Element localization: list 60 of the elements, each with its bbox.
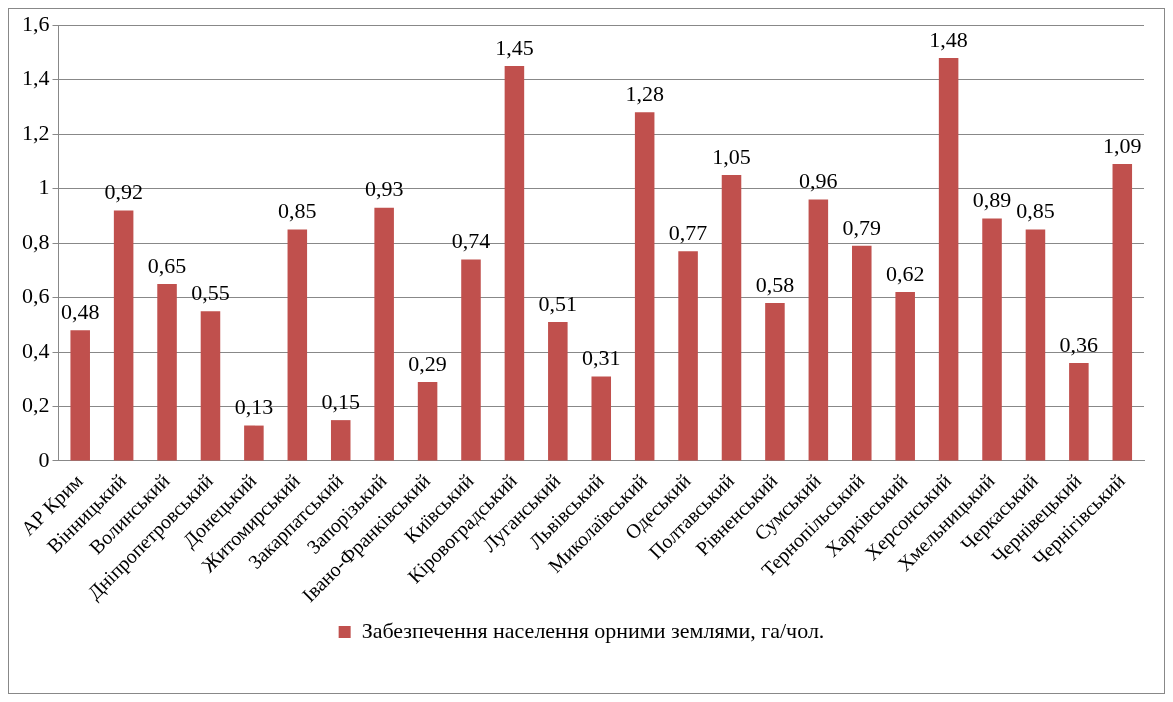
y-tick-label: 0,4 — [22, 337, 50, 363]
bar — [765, 303, 785, 461]
data-label: 0,31 — [582, 345, 621, 371]
bar — [548, 322, 568, 461]
bar — [157, 283, 177, 461]
bar — [721, 175, 742, 461]
bar — [244, 425, 264, 461]
data-label: 0,85 — [278, 198, 317, 224]
data-label: 0,89 — [972, 187, 1012, 213]
bar — [70, 330, 90, 461]
data-label: 1,09 — [1103, 132, 1142, 158]
y-tick-label: 1 — [38, 174, 50, 200]
bar — [895, 292, 915, 461]
bar — [287, 229, 308, 461]
data-label: 1,05 — [712, 143, 751, 169]
bar — [678, 251, 698, 461]
bar — [634, 112, 655, 461]
bar — [1025, 229, 1046, 461]
data-label: 0,79 — [842, 214, 882, 240]
y-tick-label: 1,2 — [22, 119, 50, 145]
data-label: 1,28 — [625, 81, 664, 107]
bar — [330, 420, 351, 461]
bar — [938, 57, 959, 461]
data-label: 0,65 — [147, 252, 187, 278]
y-tick-label: 0,8 — [22, 228, 50, 254]
y-tick-label: 0,6 — [22, 283, 50, 309]
data-label: 0,96 — [799, 168, 838, 194]
bar — [982, 218, 1002, 461]
y-tick-label: 1,4 — [22, 65, 50, 91]
y-tick-label: 1,6 — [22, 10, 50, 36]
data-label: 0,48 — [60, 299, 100, 325]
data-label: 0,93 — [364, 176, 404, 202]
data-label: 0,85 — [1016, 198, 1055, 224]
bar — [113, 210, 134, 461]
bar — [417, 382, 438, 461]
data-label: 0,13 — [234, 394, 274, 420]
data-label: 0,55 — [191, 279, 230, 305]
bar — [461, 259, 481, 461]
data-label: 0,62 — [885, 260, 925, 286]
data-label: 0,77 — [668, 220, 708, 246]
data-label: 0,92 — [104, 179, 143, 205]
data-label: 0,58 — [755, 271, 795, 297]
data-label: 0,74 — [451, 228, 491, 254]
bar — [1112, 164, 1133, 461]
y-tick-label: 0,2 — [22, 392, 50, 418]
data-label: 0,51 — [538, 290, 578, 316]
data-label: 1,48 — [929, 26, 968, 52]
data-label: 0,29 — [408, 350, 447, 376]
bar — [200, 311, 221, 461]
data-label: 0,36 — [1059, 331, 1099, 357]
bar — [852, 245, 872, 461]
legend-label: Забезпечення населення орними землями, га/чол. — [361, 617, 825, 643]
bar — [374, 207, 394, 461]
bar — [808, 199, 829, 461]
bar — [504, 66, 525, 461]
bar — [1069, 362, 1089, 461]
bar — [591, 376, 612, 461]
data-label: 0,15 — [321, 388, 360, 414]
y-tick-label: 0 — [38, 446, 50, 472]
data-label: 1,45 — [495, 34, 534, 60]
